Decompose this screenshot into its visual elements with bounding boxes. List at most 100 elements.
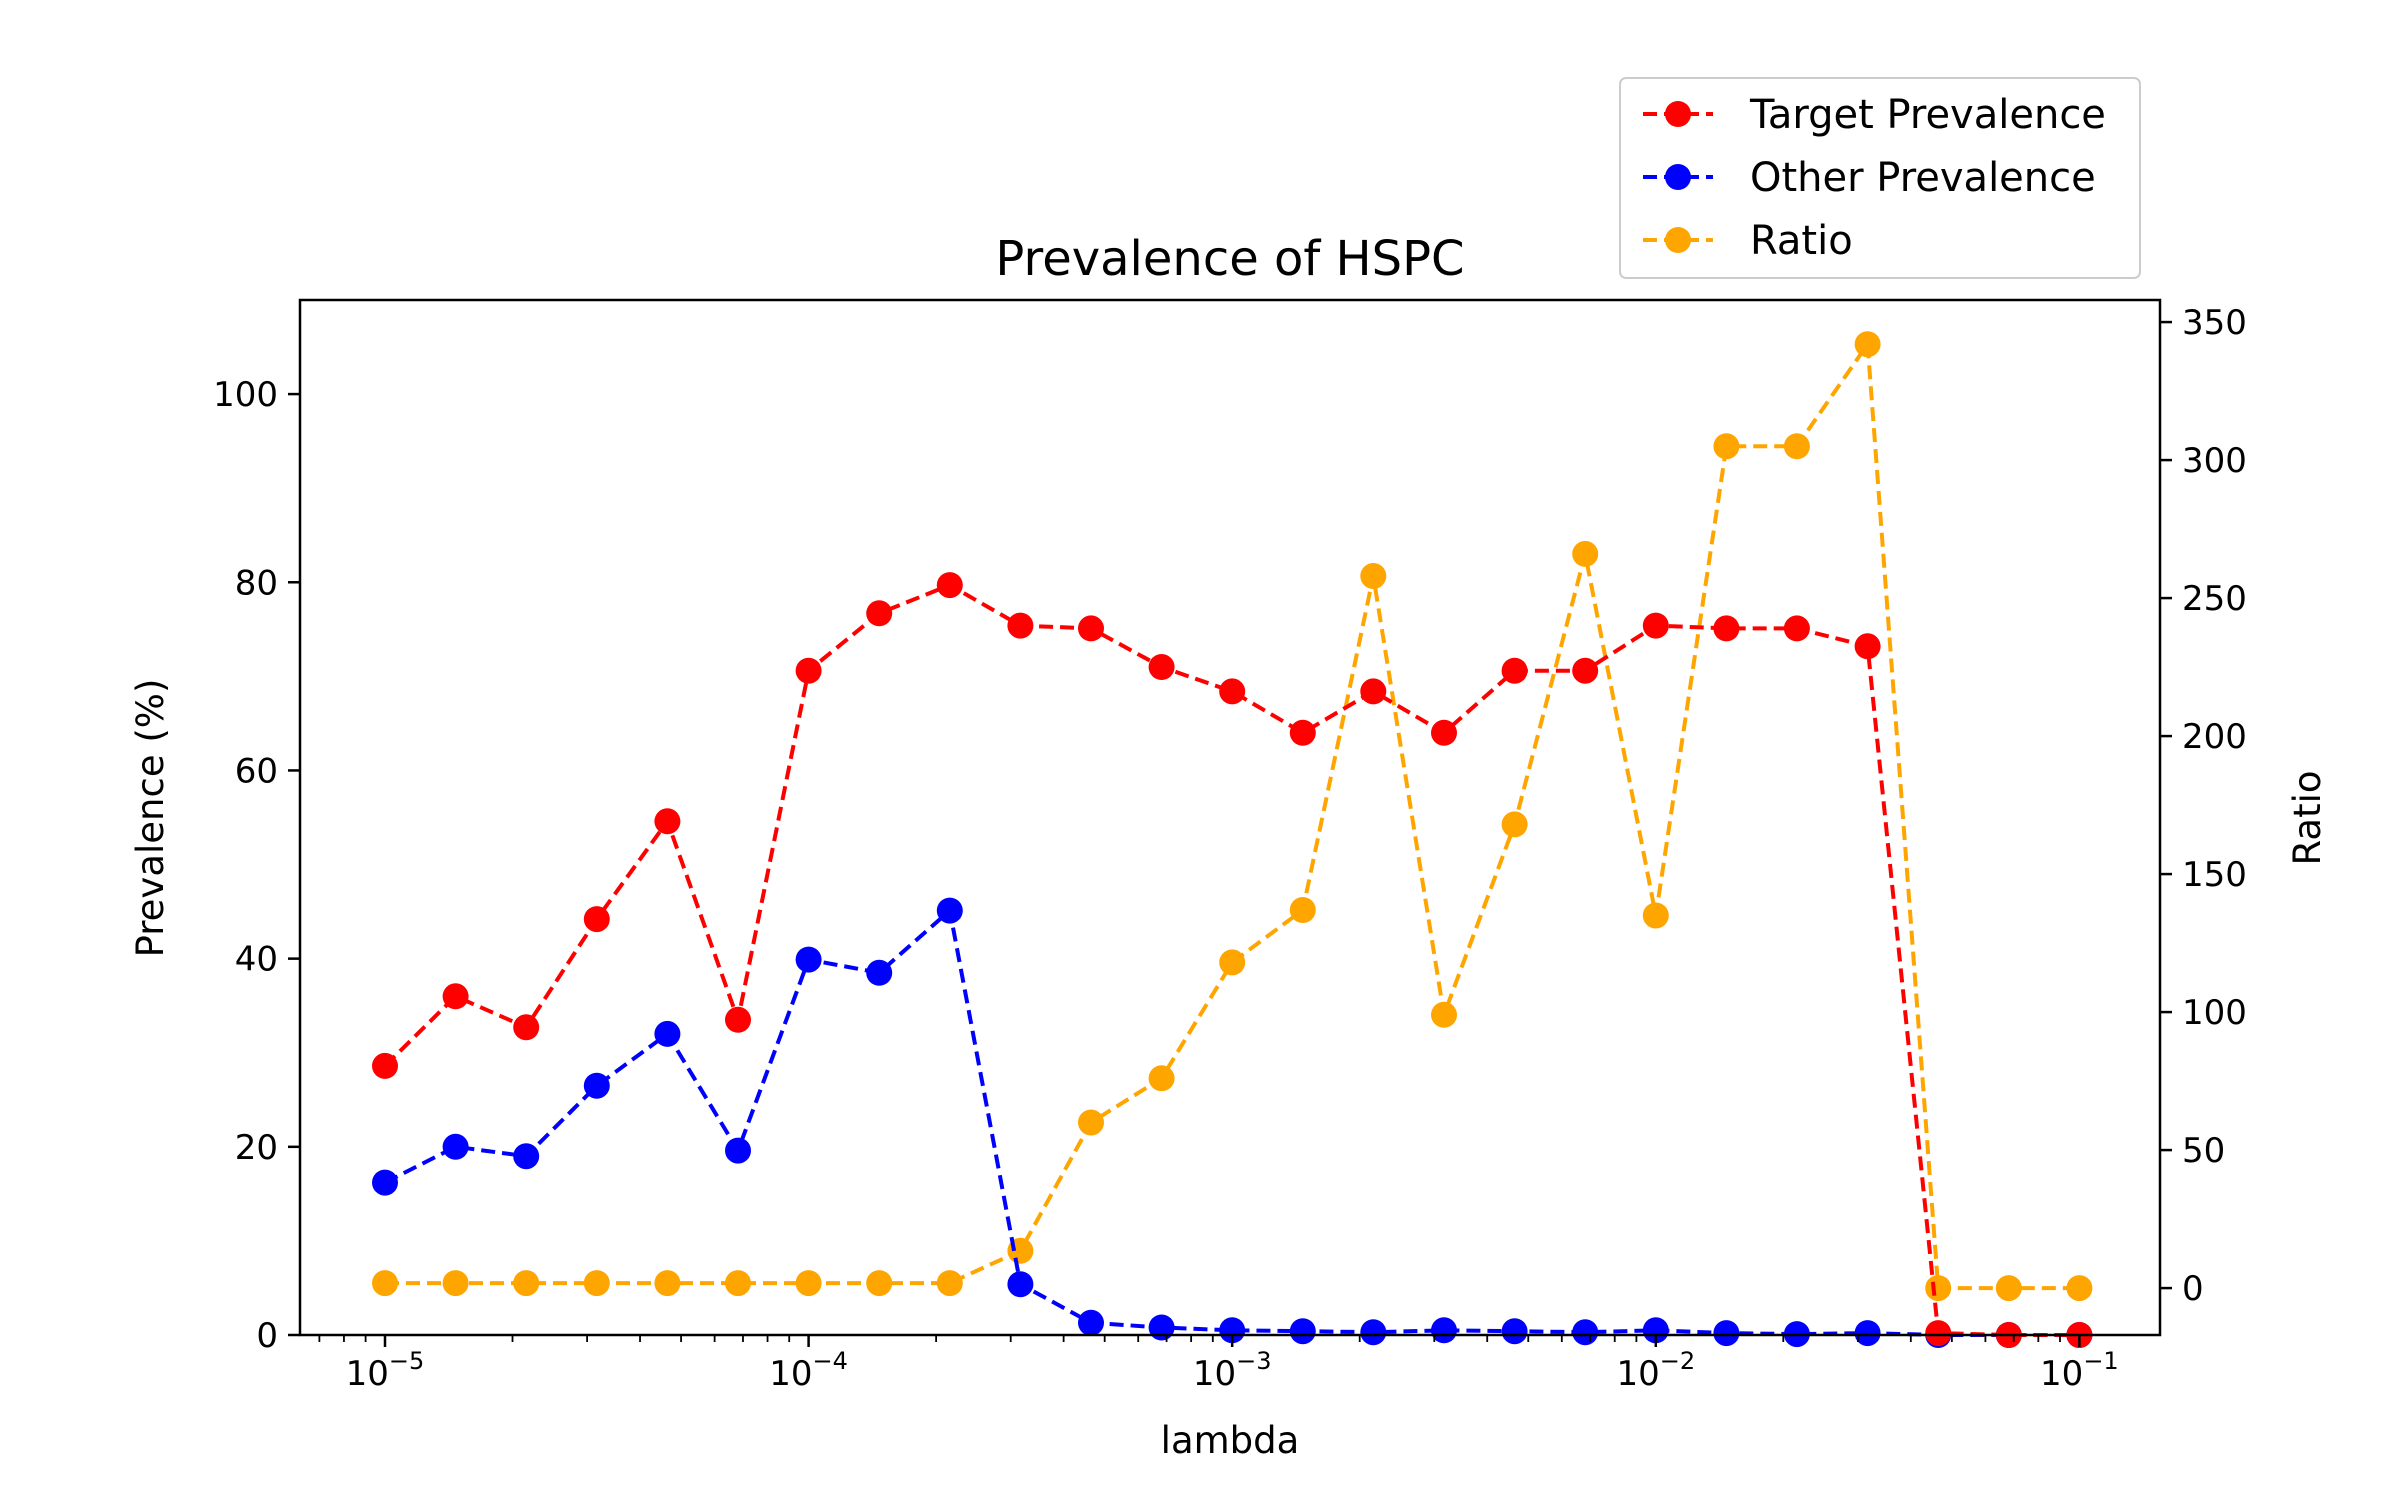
data-point-target xyxy=(372,1052,398,1079)
data-point-other xyxy=(1360,1319,1387,1346)
y2-tick-label: 100 xyxy=(2182,993,2247,1033)
data-point-ratio xyxy=(1713,433,1740,460)
legend: Target Prevalence Other Prevalence Ratio xyxy=(1619,77,2141,279)
series-ratio xyxy=(372,331,2093,1302)
x-tick-label: 10−2 xyxy=(1616,1347,1695,1394)
data-point-ratio xyxy=(1572,540,1599,567)
y2-tick-label: 250 xyxy=(2182,579,2247,619)
x-axis-label: lambda xyxy=(1161,1419,1300,1462)
data-point-other xyxy=(1148,1314,1175,1341)
plot-frame xyxy=(298,298,2162,1337)
x-tick-label: 10−4 xyxy=(769,1347,848,1394)
legend-marker-ratio xyxy=(1665,227,1691,253)
data-point-ratio xyxy=(1501,811,1528,838)
data-point-ratio xyxy=(1148,1065,1175,1092)
data-point-other xyxy=(795,946,822,973)
plot-marks xyxy=(372,331,2093,1348)
data-point-other xyxy=(1572,1319,1599,1346)
data-point-other xyxy=(1642,1317,1669,1344)
y2-tick-label: 0 xyxy=(2182,1269,2204,1309)
data-point-other xyxy=(1007,1271,1034,1298)
y2-tick-label: 300 xyxy=(2182,441,2247,481)
data-point-other xyxy=(654,1020,681,1047)
legend-label-other: Other Prevalence xyxy=(1750,155,2096,201)
data-point-ratio xyxy=(866,1270,893,1297)
data-point-ratio xyxy=(654,1270,681,1297)
data-point-target xyxy=(936,572,963,599)
data-point-ratio xyxy=(513,1270,540,1297)
data-point-target xyxy=(1360,678,1387,705)
data-point-target xyxy=(1148,654,1175,680)
data-point-other xyxy=(1219,1317,1246,1344)
legend-entry-target: Target Prevalence xyxy=(1643,92,2106,138)
x-tick-label: 10−5 xyxy=(346,1347,425,1394)
data-point-ratio xyxy=(1219,949,1246,976)
data-point-ratio xyxy=(583,1270,610,1297)
data-point-target xyxy=(1289,719,1316,746)
legend-label-target: Target Prevalence xyxy=(1749,92,2106,138)
y-axis-label: Prevalence (%) xyxy=(129,679,172,958)
data-point-target xyxy=(1501,657,1528,684)
data-point-target xyxy=(1642,612,1669,639)
data-point-target xyxy=(442,983,469,1010)
y-tick-label: 40 xyxy=(235,940,278,980)
data-point-ratio xyxy=(725,1270,751,1297)
legend-box xyxy=(1619,77,2141,279)
data-point-ratio xyxy=(936,1270,963,1297)
data-point-target xyxy=(583,906,610,933)
data-point-ratio xyxy=(1289,897,1316,923)
data-point-ratio xyxy=(795,1270,822,1297)
data-point-target xyxy=(725,1006,751,1033)
data-point-other xyxy=(442,1133,469,1160)
data-point-ratio xyxy=(1995,1275,2022,1302)
data-point-target xyxy=(1431,719,1457,746)
data-point-target xyxy=(1783,615,1810,642)
y2-tick-label: 150 xyxy=(2182,855,2247,895)
data-point-other xyxy=(513,1143,540,1170)
x-tick-label: 10−1 xyxy=(2040,1347,2119,1394)
data-point-other xyxy=(1431,1317,1457,1344)
data-point-ratio xyxy=(1854,331,1881,358)
data-point-target xyxy=(654,808,681,835)
y2-tick-label: 200 xyxy=(2182,717,2247,757)
data-point-other xyxy=(1854,1320,1881,1347)
data-point-target xyxy=(1713,615,1740,642)
data-point-target xyxy=(1007,612,1034,639)
data-point-other xyxy=(725,1137,751,1164)
y-tick-label: 80 xyxy=(235,563,278,603)
y-tick-label: 100 xyxy=(213,375,278,415)
data-point-other xyxy=(1078,1309,1104,1336)
data-point-other xyxy=(866,959,893,986)
legend-label-ratio: Ratio xyxy=(1750,218,1853,264)
x-tick-label: 10−3 xyxy=(1193,1347,1272,1394)
data-point-ratio xyxy=(1360,563,1387,589)
data-point-ratio xyxy=(1431,1001,1457,1028)
data-point-ratio xyxy=(442,1270,469,1297)
data-point-target xyxy=(1219,678,1246,705)
legend-marker-other xyxy=(1665,164,1691,190)
data-point-other xyxy=(1713,1320,1740,1347)
data-point-other xyxy=(1501,1318,1528,1345)
data-point-ratio xyxy=(1783,433,1810,460)
data-point-ratio xyxy=(1642,902,1669,929)
data-point-target xyxy=(1572,657,1599,684)
data-point-other xyxy=(372,1169,398,1196)
legend-entry-other: Other Prevalence xyxy=(1643,155,2096,201)
data-point-target xyxy=(513,1014,540,1041)
data-point-ratio xyxy=(1925,1275,1952,1302)
data-point-ratio xyxy=(372,1270,398,1297)
y2-axis-label: Ratio xyxy=(2286,771,2329,866)
data-point-ratio xyxy=(1078,1109,1104,1136)
y-tick-label: 0 xyxy=(256,1316,278,1356)
y2-tick-label: 350 xyxy=(2182,303,2247,343)
data-point-target xyxy=(1925,1320,1952,1347)
legend-marker-target xyxy=(1665,101,1691,127)
data-point-target xyxy=(795,657,822,684)
data-point-target xyxy=(1078,615,1104,642)
data-point-target xyxy=(866,600,893,627)
y2-tick-label: 50 xyxy=(2182,1131,2225,1171)
data-point-other xyxy=(1289,1318,1316,1345)
data-point-ratio xyxy=(2066,1275,2093,1302)
y-tick-label: 20 xyxy=(235,1128,278,1168)
